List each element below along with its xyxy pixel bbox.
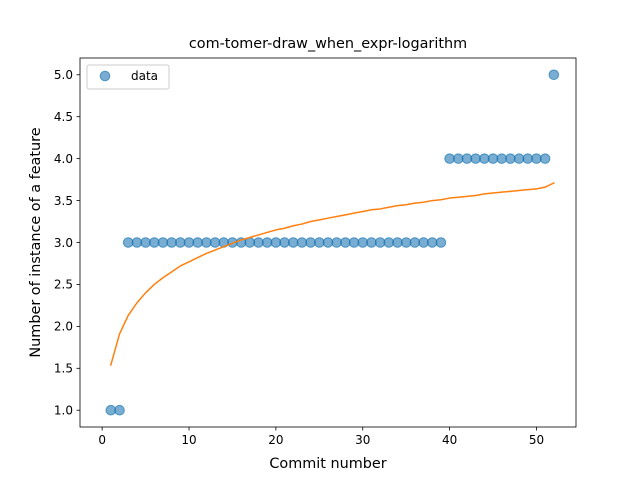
- fit-curve-line: [109, 181, 555, 366]
- y-tick-label: 4.0: [54, 152, 73, 166]
- legend-box: [86, 64, 170, 90]
- data-point: [452, 153, 464, 164]
- data-point: [505, 153, 516, 164]
- data-point: [435, 237, 447, 248]
- legend-marker: [99, 70, 111, 82]
- x-tick-label: 20: [268, 433, 283, 447]
- data-point: [140, 237, 151, 248]
- data-point: [279, 237, 290, 248]
- y-tick-label: 5.0: [54, 68, 73, 82]
- data-point: [131, 237, 143, 248]
- data-point: [496, 153, 508, 164]
- data-point: [461, 153, 473, 164]
- chart-title: com-tomer-draw_when_expr-logarithm: [189, 36, 467, 52]
- data-point: [383, 237, 395, 248]
- data-point: [340, 237, 351, 248]
- data-point: [513, 153, 525, 164]
- data-point: [122, 237, 134, 248]
- y-tick-label: 3.5: [54, 194, 73, 208]
- data-point: [487, 153, 499, 164]
- data-point: [157, 237, 169, 248]
- data-point: [322, 237, 334, 248]
- x-axis-label: Commit number: [269, 456, 386, 472]
- data-point: [270, 237, 282, 248]
- x-tick-label: 40: [442, 433, 457, 447]
- data-point: [105, 404, 117, 416]
- data-point: [114, 404, 125, 416]
- data-point: [357, 237, 369, 248]
- plot-frame: [79, 57, 577, 428]
- data-point: [374, 237, 386, 248]
- data-point: [287, 237, 299, 248]
- data-point: [192, 237, 204, 248]
- y-tick-label: 1.5: [54, 362, 73, 376]
- y-tick-label: 2.5: [54, 278, 73, 292]
- data-point: [183, 237, 195, 248]
- data-point: [253, 237, 264, 248]
- data-point: [522, 153, 534, 164]
- y-tick-label: 4.5: [54, 110, 73, 124]
- data-point: [479, 153, 490, 164]
- y-axis-label: Number of instance of a feature: [28, 127, 44, 357]
- data-point: [470, 153, 481, 164]
- data-point: [166, 237, 177, 248]
- data-point: [392, 237, 403, 248]
- y-tick-label: 1.0: [54, 404, 73, 418]
- x-tick-label: 30: [355, 433, 370, 447]
- y-tick-label: 2.0: [54, 320, 73, 334]
- x-tick-label: 0: [98, 433, 106, 447]
- data-point: [331, 237, 342, 248]
- plot-content: [105, 69, 560, 416]
- data-point: [400, 237, 412, 248]
- data-point: [314, 237, 325, 248]
- data-point: [548, 69, 560, 81]
- data-point: [539, 153, 551, 164]
- data-point: [148, 237, 160, 248]
- legend-label-data: data: [131, 69, 158, 83]
- data-point: [444, 153, 455, 164]
- data-point: [531, 153, 542, 164]
- data-point: [261, 237, 273, 248]
- data-point: [348, 237, 360, 248]
- x-axis-ticks: 0 10 20 30 40 50: [98, 427, 544, 447]
- data-point: [418, 237, 429, 248]
- legend: data: [86, 64, 170, 90]
- data-point: [209, 237, 221, 248]
- data-point: [296, 237, 308, 248]
- data-point: [305, 237, 316, 248]
- y-axis-ticks: 1.0 1.5 2.0 2.5 3.0 3.5 4.0 4.5 5.0: [54, 68, 80, 418]
- data-point: [426, 237, 438, 248]
- data-point: [201, 237, 212, 248]
- x-tick-label: 50: [529, 433, 544, 447]
- data-point: [409, 237, 421, 248]
- data-point: [175, 237, 186, 248]
- x-tick-label: 10: [181, 433, 196, 447]
- y-tick-label: 3.0: [54, 236, 73, 250]
- data-point: [366, 237, 377, 248]
